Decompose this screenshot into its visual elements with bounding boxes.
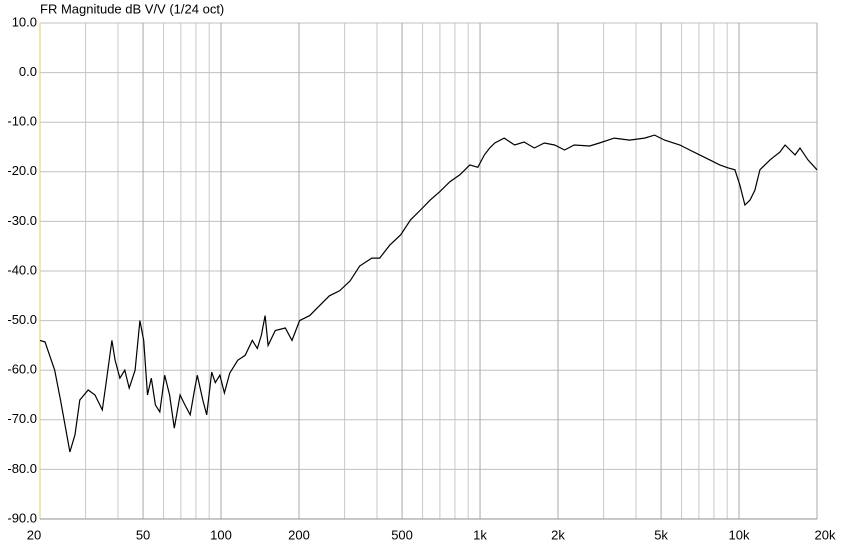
y-tick-label: -80.0: [7, 461, 37, 476]
chart-title: FR Magnitude dB V/V (1/24 oct): [40, 1, 224, 16]
x-tick-label: 20: [27, 527, 41, 542]
y-tick-label: -70.0: [7, 411, 37, 426]
x-tick-label: 500: [391, 527, 413, 542]
x-tick-label: 1k: [473, 527, 487, 542]
y-tick-label: -40.0: [7, 262, 37, 277]
y-tick-label: -30.0: [7, 213, 37, 228]
y-tick-label: -50.0: [7, 312, 37, 327]
y-tick-label: -60.0: [7, 362, 37, 377]
x-tick-label: 50: [136, 527, 150, 542]
y-tick-label: -10.0: [7, 114, 37, 129]
x-tick-label: 5k: [654, 527, 668, 542]
y-tick-label: 10.0: [12, 14, 37, 29]
y-tick-label: -90.0: [7, 510, 37, 525]
response-line: [39, 134, 818, 453]
x-tick-label: 2k: [551, 527, 565, 542]
y-tick-label: 0.0: [19, 64, 37, 79]
x-tick-label: 10k: [729, 527, 750, 542]
y-tick-label: -20.0: [7, 163, 37, 178]
x-tick-label: 20k: [815, 527, 836, 542]
x-tick-label: 200: [288, 527, 310, 542]
x-tick-label: 100: [210, 527, 232, 542]
